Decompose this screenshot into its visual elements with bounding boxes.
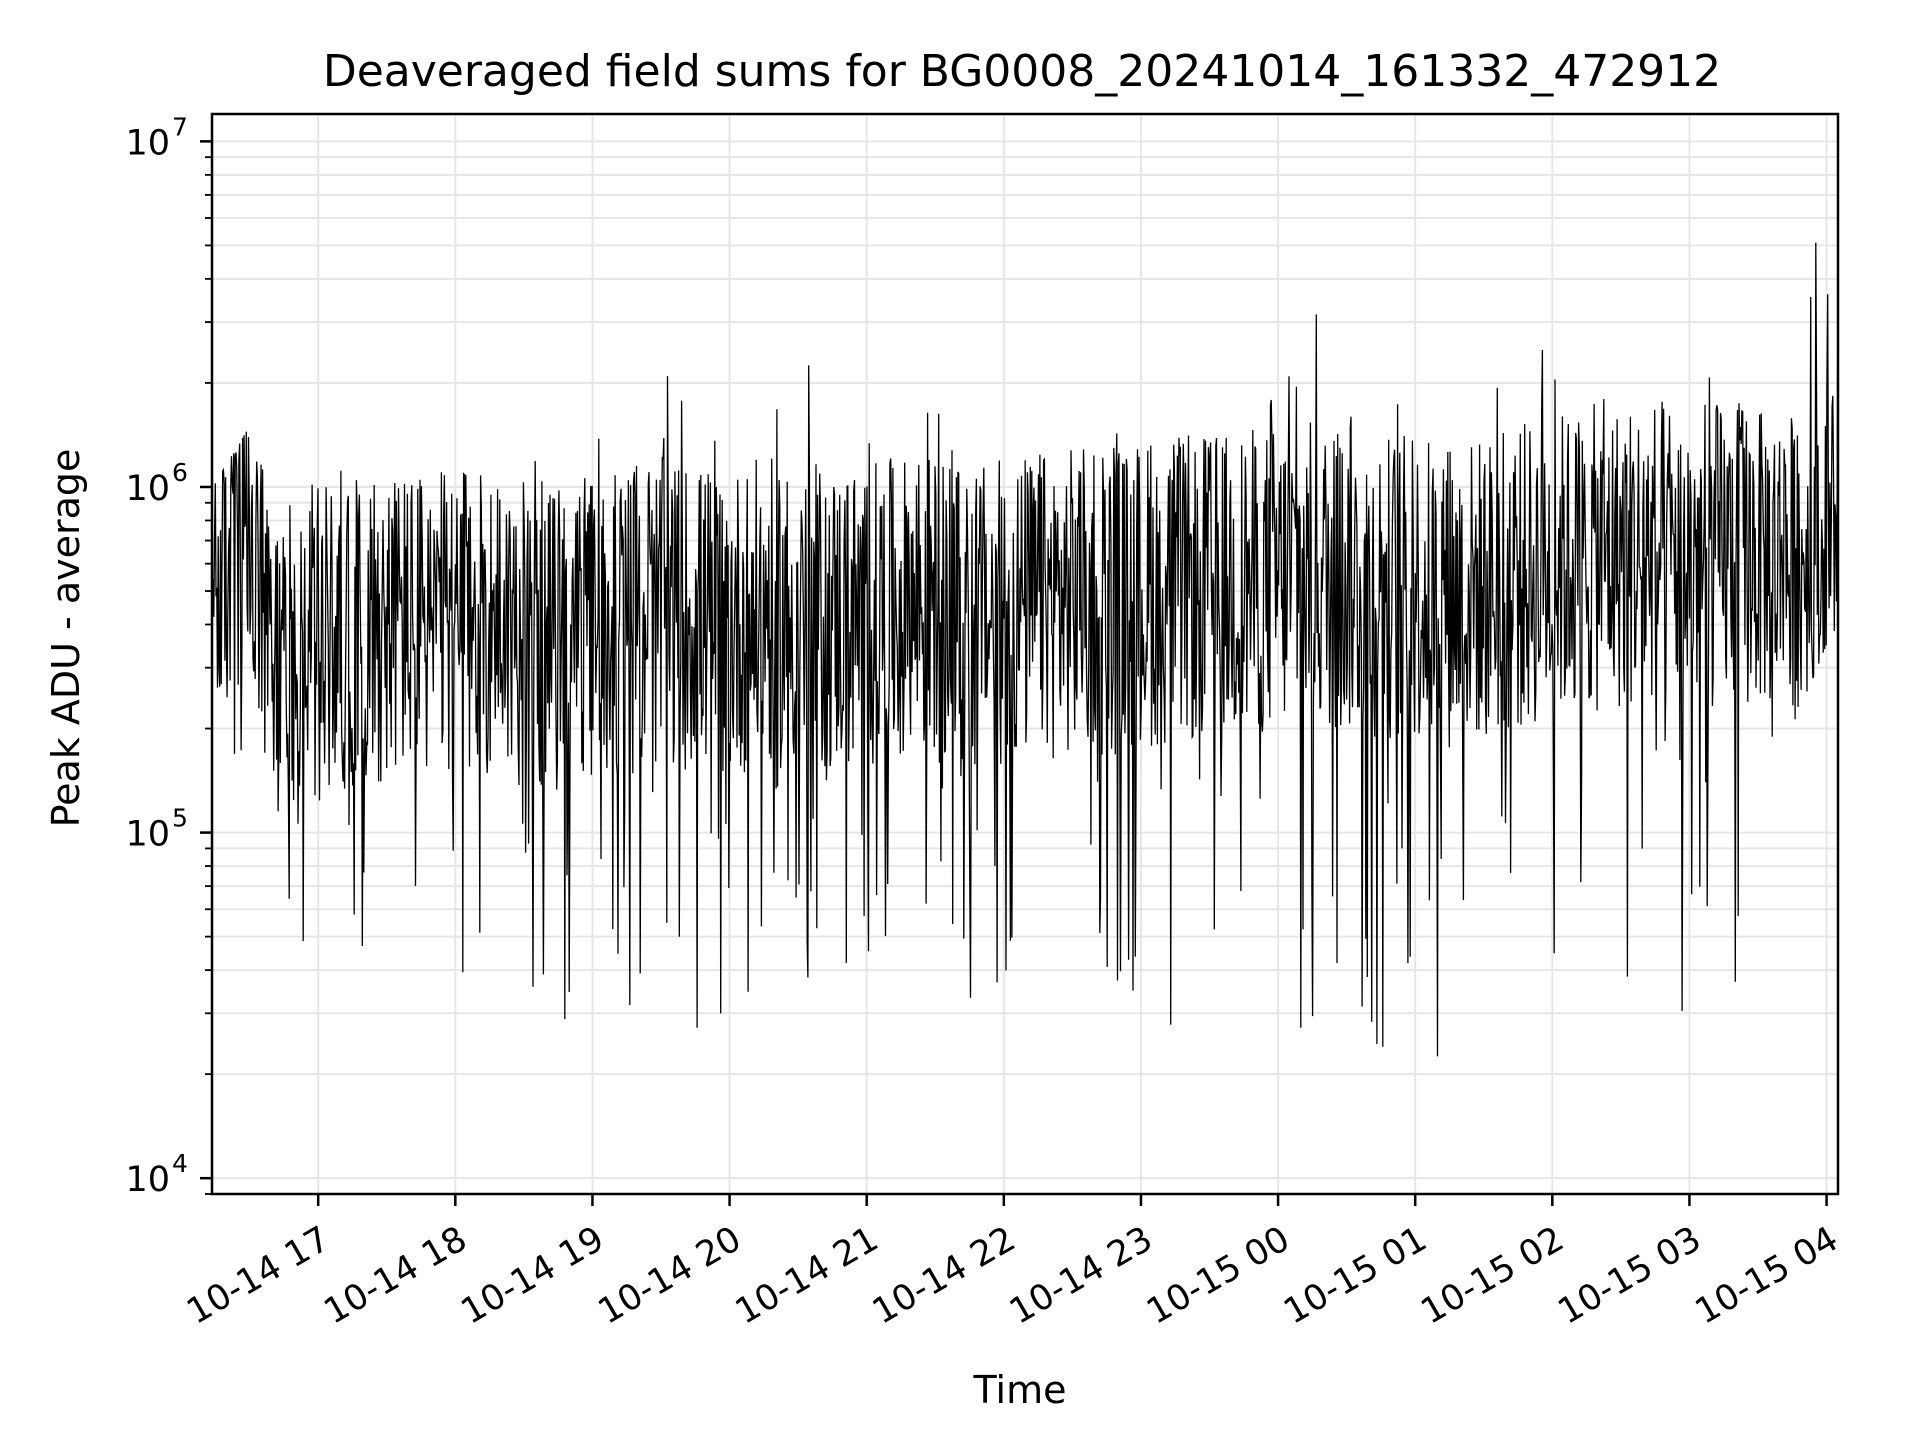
y-tick-label: 10: [125, 815, 170, 855]
series-line: [212, 212, 1839, 1057]
y-axis-label: Peak ADU - average: [44, 449, 88, 828]
data-series: [212, 212, 1839, 1057]
plot-frame: [210, 112, 1840, 1196]
y-tick-label-exponent: 4: [172, 1149, 188, 1178]
y-tick-label-exponent: 7: [172, 112, 188, 141]
y-tick-label: 10: [125, 469, 170, 509]
chart-title: Deaveraged field sums for BG0008_2024101…: [323, 46, 1721, 97]
y-tick-label-exponent: 6: [172, 458, 188, 487]
y-tick-label: 10: [125, 1160, 170, 1200]
x-axis-label: Time: [973, 1368, 1067, 1412]
y-tick-label-exponent: 5: [172, 804, 188, 833]
y-tick-label: 10: [125, 123, 170, 163]
